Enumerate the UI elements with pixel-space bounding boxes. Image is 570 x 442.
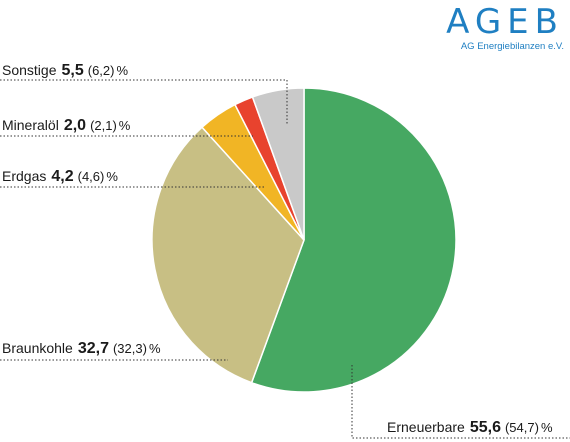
leader-line-sonstige: [0, 79, 288, 124]
label-sonstige-value: 5,5: [61, 62, 84, 79]
label-erneuerbare-name: Erneuerbare: [387, 419, 465, 435]
pie-slice-braunkohle: [151, 126, 305, 384]
leader-line-erneuerbare: [351, 365, 570, 439]
label-mineraloel-value: 2,0: [63, 117, 87, 134]
label-erneuerbare-prev: (54,7): [504, 420, 539, 435]
label-erneuerbare: Erneuerbare 55,6 (54,7)%: [387, 418, 553, 437]
label-sonstige-name: Sonstige: [2, 62, 57, 78]
label-erdgas-value: 4,2: [51, 168, 74, 185]
ageb-logo: AGEB AG Energiebilanzen e.V.: [446, 4, 564, 52]
label-braunkohle: Braunkohle 32,7 (32,3)%: [2, 339, 161, 358]
label-erdgas-prev: (4,6): [77, 169, 105, 184]
label-mineraloel-name: Mineralöl: [2, 117, 59, 133]
logo-mark: AGEB: [446, 2, 564, 42]
label-mineraloel-prev: (2,1): [90, 118, 117, 133]
pie-slice-sonstige: [251, 87, 305, 241]
label-braunkohle-unit: %: [148, 341, 161, 356]
pie-slice-erneuerbare: [250, 87, 457, 393]
label-sonstige: Sonstige 5,5 (6,2)%: [2, 61, 128, 80]
label-braunkohle-prev: (32,3): [112, 341, 147, 356]
label-erneuerbare-unit: %: [540, 420, 553, 435]
label-sonstige-prev: (6,2): [87, 63, 115, 78]
label-mineraloel-unit: %: [118, 118, 131, 133]
label-erdgas: Erdgas 4,2 (4,6)%: [2, 167, 118, 186]
label-braunkohle-value: 32,7: [77, 340, 109, 357]
label-erneuerbare-value: 55,6: [469, 419, 501, 436]
label-braunkohle-name: Braunkohle: [2, 340, 73, 356]
label-erdgas-name: Erdgas: [2, 168, 47, 184]
label-mineraloel: Mineralöl 2,0 (2,1)%: [2, 116, 130, 135]
label-sonstige-unit: %: [116, 63, 129, 78]
label-erdgas-unit: %: [106, 169, 118, 184]
logo-subtitle: AG Energiebilanzen e.V.: [460, 41, 564, 52]
